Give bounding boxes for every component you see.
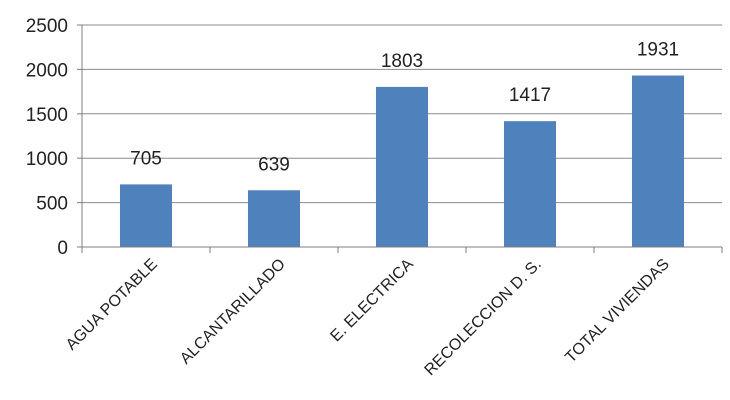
data-labels: 705 639 1803 1417 1931 bbox=[130, 40, 679, 176]
data-label: 1931 bbox=[637, 40, 679, 61]
y-tick-label: 500 bbox=[36, 194, 68, 215]
bar bbox=[248, 190, 300, 247]
data-label: 1417 bbox=[509, 85, 551, 106]
bars bbox=[120, 75, 684, 248]
category-labels: AGUA POTABLE ALCANTARILLADO E. ELECTRICA RE… bbox=[63, 256, 673, 380]
data-label: 639 bbox=[258, 154, 290, 175]
category-label: ALCANTARILLADO bbox=[177, 256, 289, 368]
data-label: 1803 bbox=[381, 51, 423, 72]
bar bbox=[504, 121, 556, 247]
y-tick-label: 1500 bbox=[26, 105, 68, 126]
data-label: 705 bbox=[130, 148, 162, 169]
bar bbox=[632, 75, 684, 248]
category-label: AGUA POTABLE bbox=[63, 256, 161, 354]
bar bbox=[120, 184, 172, 247]
category-label: TOTAL VIVIENDAS bbox=[562, 256, 673, 367]
y-axis-ticks: 0 500 1000 1500 2000 2500 bbox=[26, 16, 68, 259]
axes bbox=[77, 24, 723, 253]
y-tick-label: 1000 bbox=[26, 149, 68, 170]
y-tick-label: 2000 bbox=[26, 60, 68, 81]
bar bbox=[376, 86, 428, 247]
y-tick-label: 2500 bbox=[26, 16, 68, 37]
category-label: RECOLECCION D. S. bbox=[422, 256, 545, 379]
y-tick-label: 0 bbox=[57, 238, 68, 259]
category-label: E. ELECTRICA bbox=[327, 256, 417, 346]
